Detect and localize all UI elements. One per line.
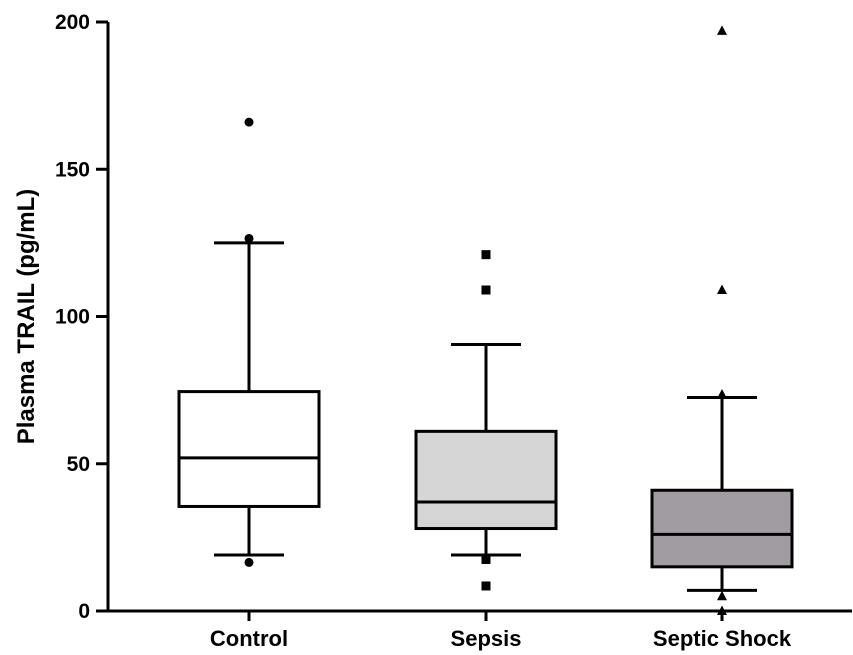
y-tick-label: 50	[67, 453, 90, 476]
y-tick-label: 150	[55, 158, 90, 181]
iqr-box	[177, 390, 321, 508]
outlier-point	[481, 285, 491, 295]
y-ticks: 0 50 100 150 200	[55, 11, 108, 623]
y-axis-label: Plasma TRAIL (pg/mL)	[13, 189, 40, 445]
outlier-point	[481, 250, 491, 260]
y-tick-label: 100	[55, 306, 90, 329]
box-group-control	[177, 117, 321, 567]
iqr-box	[414, 429, 558, 531]
outlier-point	[481, 554, 491, 564]
x-category-label: Septic Shock	[653, 626, 792, 651]
y-tick-label: 200	[55, 11, 90, 34]
box-group-septic-shock	[650, 25, 794, 615]
outlier-point	[244, 557, 254, 567]
outlier-point	[244, 117, 254, 127]
x-category-label: Control	[210, 626, 288, 651]
x-category-labels: Control Sepsis Septic Shock	[210, 611, 792, 651]
iqr-box	[650, 488, 794, 569]
outlier-point	[717, 605, 727, 615]
outlier-point	[717, 25, 727, 35]
outlier-point	[717, 590, 727, 601]
x-category-label: Sepsis	[451, 626, 522, 651]
box-series	[177, 25, 794, 615]
outlier-point	[717, 284, 727, 294]
y-tick-label: 0	[78, 600, 90, 623]
outlier-point	[244, 233, 254, 243]
outlier-point	[717, 389, 727, 399]
outlier-point	[481, 581, 491, 591]
box-group-sepsis	[414, 250, 558, 591]
